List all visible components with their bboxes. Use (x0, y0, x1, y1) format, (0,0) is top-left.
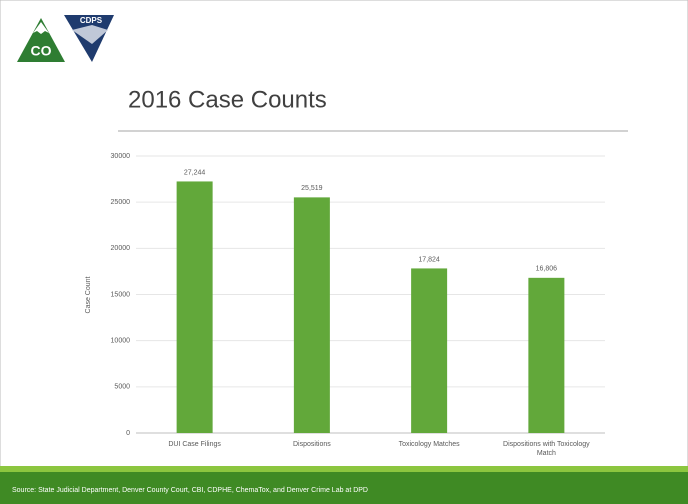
y-tick-label: 0 (126, 430, 130, 437)
bar (411, 268, 448, 433)
logo-state: CO (31, 43, 52, 59)
x-tick-label: DUI Case Filings (168, 441, 221, 448)
y-tick-label: 25000 (111, 199, 131, 206)
x-tick-label: Dispositions (293, 441, 331, 448)
logo-wings (72, 25, 108, 44)
y-tick-label: 15000 (111, 291, 131, 298)
y-tick-label: 5000 (114, 384, 130, 391)
y-tick-label: 30000 (111, 153, 131, 160)
logo-agency: CDPS (80, 16, 103, 25)
value-label: 16,806 (536, 266, 558, 273)
footer-strip (0, 466, 688, 472)
bar (528, 277, 565, 433)
bar (293, 197, 330, 433)
value-label: 17,824 (418, 256, 440, 263)
value-label: 25,519 (301, 185, 323, 192)
value-label: 27,244 (184, 169, 206, 176)
logo-snowcap (33, 22, 49, 34)
x-tick-label: Toxicology Matches (398, 441, 460, 448)
slide-title: 2016 Case Counts (128, 86, 327, 113)
bar (176, 181, 213, 433)
y-axis-label: Case Count (85, 276, 92, 313)
y-tick-label: 10000 (111, 338, 131, 345)
footer-band (0, 472, 688, 504)
y-tick-label: 20000 (111, 245, 131, 252)
x-tick-label: Dispositions with Toxicology Match (503, 441, 590, 457)
logo: CO CDPS (16, 14, 116, 64)
logo-triangle (17, 18, 65, 62)
source-note: Source: State Judicial Department, Denve… (12, 487, 368, 494)
